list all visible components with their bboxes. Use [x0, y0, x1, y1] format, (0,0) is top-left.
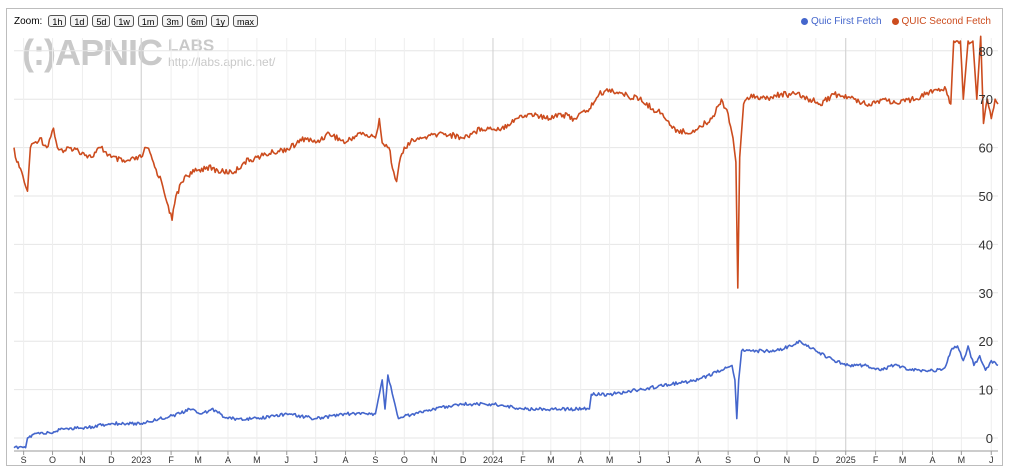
- x-tick-label: O: [401, 455, 408, 465]
- x-tick-label: F: [520, 455, 526, 465]
- logo-labs-text: LABS: [167, 36, 215, 55]
- legend: Quic First Fetch QUIC Second Fetch: [800, 16, 991, 27]
- series-lines: [13, 35, 999, 450]
- y-tick-label: 80: [979, 44, 993, 59]
- zoom-3m-button[interactable]: 3m: [162, 15, 183, 27]
- legend-item-second-fetch[interactable]: QUIC Second Fetch: [891, 16, 991, 27]
- y-tick-label: 60: [979, 141, 993, 156]
- x-tick-label: J: [284, 455, 289, 465]
- x-tick-label: M: [547, 455, 555, 465]
- x-tick-label: 2023: [131, 455, 151, 465]
- y-tick-label: 0: [986, 431, 993, 446]
- legend-label-second-fetch: QUIC Second Fetch: [901, 16, 991, 27]
- x-tick-label: N: [784, 455, 791, 465]
- x-tick-label: J: [666, 455, 671, 465]
- y-tick-label: 20: [979, 334, 993, 349]
- x-tick-label: J: [637, 455, 642, 465]
- x-tick-label: S: [372, 455, 378, 465]
- y-tick-label: 40: [979, 237, 993, 252]
- x-tick-label: D: [108, 455, 115, 465]
- zoom-toolbar: Zoom: 1h 1d 5d 1w 1m 3m 6m 1y max: [14, 15, 258, 27]
- x-tick-label: N: [79, 455, 86, 465]
- x-tick-label: 2024: [483, 455, 503, 465]
- x-tick-label: A: [343, 455, 349, 465]
- x-tick-label: S: [725, 455, 731, 465]
- x-tick-label: M: [899, 455, 907, 465]
- zoom-1m-button[interactable]: 1m: [137, 15, 159, 27]
- zoom-5d-button[interactable]: 5d: [92, 15, 111, 27]
- y-axis-ticks: 0 10 20 30 40 50 60 70 80: [979, 44, 993, 446]
- x-tick-label: J: [313, 455, 318, 465]
- logo-main-text: (:)APNIC: [22, 32, 163, 73]
- x-tick-label: M: [606, 455, 614, 465]
- y-tick-label: 10: [979, 383, 993, 398]
- x-tick-label: D: [813, 455, 820, 465]
- x-tick-label: A: [225, 455, 231, 465]
- y-tick-label: 30: [979, 286, 993, 301]
- legend-item-first-fetch[interactable]: Quic First Fetch: [800, 16, 882, 27]
- x-tick-label: A: [929, 455, 935, 465]
- x-tick-label: J: [989, 455, 994, 465]
- grid: [14, 38, 998, 451]
- zoom-1d-button[interactable]: 1d: [70, 15, 89, 27]
- logo-url-text: http://labs.apnic.net/: [167, 55, 276, 69]
- x-tick-label: F: [873, 455, 879, 465]
- x-tick-label: M: [958, 455, 966, 465]
- zoom-1y-button[interactable]: 1y: [211, 15, 229, 27]
- zoom-1w-button[interactable]: 1w: [114, 15, 134, 27]
- x-tick-label: O: [754, 455, 761, 465]
- x-tick-label: O: [49, 455, 56, 465]
- x-tick-label: A: [695, 455, 701, 465]
- legend-label-first-fetch: Quic First Fetch: [810, 16, 882, 27]
- x-tick-label: M: [194, 455, 202, 465]
- x-tick-label: D: [460, 455, 467, 465]
- x-tick-label: 2025: [836, 455, 856, 465]
- series-line-first-fetch: [13, 339, 999, 450]
- x-tick-label: M: [253, 455, 261, 465]
- second-fetch-dot-icon: [891, 18, 899, 25]
- x-tick-label: F: [168, 455, 174, 465]
- x-tick-label: A: [578, 455, 584, 465]
- zoom-1h-button[interactable]: 1h: [48, 15, 67, 27]
- y-tick-label: 70: [979, 92, 993, 107]
- x-axis-ticks: S O N D 2023 F M A M J J A S O N D 2024 F M A M J J A S O N D 2025 F M…: [14, 450, 998, 465]
- zoom-6m-button[interactable]: 6m: [186, 15, 208, 27]
- zoom-max-button[interactable]: max: [232, 15, 258, 27]
- year-lines: [140, 38, 847, 451]
- series-line-second-fetch: [13, 35, 999, 289]
- x-tick-label: N: [431, 455, 438, 465]
- x-tick-label: S: [21, 455, 27, 465]
- y-tick-label: 50: [979, 189, 993, 204]
- first-fetch-dot-icon: [800, 18, 808, 25]
- zoom-label: Zoom:: [14, 15, 43, 27]
- apnic-labs-logo: (:)APNIC LABS http://labs.apnic.net/: [22, 32, 276, 73]
